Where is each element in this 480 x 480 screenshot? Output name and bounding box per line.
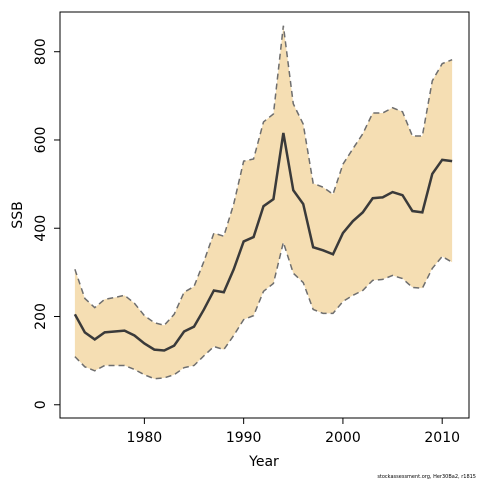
x-tick-label: 1990 — [226, 430, 262, 446]
y-tick-label: 600 — [33, 127, 49, 154]
upper-bound — [74, 25, 453, 327]
footer: stockassessment.org, Her30Ba2, r1815 — [377, 474, 476, 480]
y-tick-label: 400 — [33, 215, 49, 242]
y-tick-label: 200 — [33, 303, 49, 330]
y-axis-label: SSB — [10, 201, 26, 228]
confidence-band — [74, 25, 453, 379]
x-tick-label: 1980 — [127, 430, 163, 446]
lower-bound — [74, 239, 453, 380]
y-tick-label: 800 — [33, 38, 49, 65]
ssb-line — [73, 132, 453, 352]
x-axis-label: Year — [248, 454, 279, 470]
plot-frame — [59, 11, 470, 419]
y-tick-label: 0 — [33, 400, 49, 409]
x-tick-label: 2000 — [325, 430, 361, 446]
x-tick-label: 2010 — [424, 430, 460, 446]
